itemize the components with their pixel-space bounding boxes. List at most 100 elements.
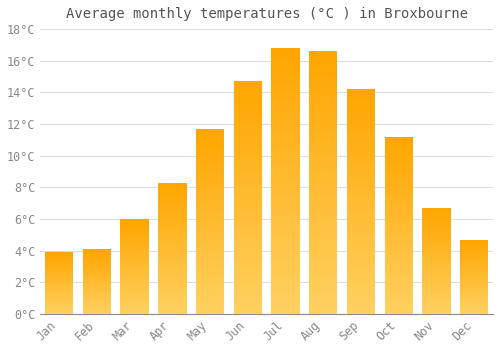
Bar: [158, 303, 186, 306]
Bar: [120, 312, 149, 314]
Bar: [272, 69, 299, 75]
Bar: [422, 297, 450, 299]
Bar: [120, 266, 149, 268]
Bar: [309, 272, 338, 277]
Bar: [83, 284, 111, 285]
Bar: [196, 244, 224, 247]
Bar: [234, 179, 262, 184]
Bar: [460, 305, 488, 307]
Bar: [196, 310, 224, 314]
Bar: [45, 255, 74, 256]
Bar: [347, 166, 375, 170]
Bar: [460, 247, 488, 248]
Bar: [460, 281, 488, 283]
Bar: [234, 249, 262, 253]
Bar: [234, 114, 262, 119]
Bar: [83, 254, 111, 256]
Bar: [120, 284, 149, 285]
Bar: [120, 280, 149, 282]
Bar: [120, 229, 149, 230]
Bar: [347, 139, 375, 143]
Bar: [45, 293, 74, 294]
Bar: [347, 134, 375, 139]
Bar: [45, 292, 74, 293]
Bar: [460, 265, 488, 266]
Bar: [347, 202, 375, 206]
Bar: [460, 299, 488, 301]
Bar: [45, 266, 74, 267]
Bar: [384, 172, 413, 176]
Bar: [120, 268, 149, 270]
Bar: [196, 188, 224, 192]
Bar: [158, 301, 186, 303]
Bar: [158, 274, 186, 277]
Bar: [158, 206, 186, 209]
Bar: [120, 287, 149, 289]
Bar: [196, 303, 224, 307]
Bar: [120, 244, 149, 246]
Bar: [196, 181, 224, 184]
Bar: [196, 162, 224, 166]
Bar: [460, 283, 488, 284]
Bar: [158, 311, 186, 314]
Bar: [422, 238, 450, 240]
Bar: [234, 91, 262, 95]
Bar: [460, 287, 488, 289]
Bar: [384, 218, 413, 222]
Bar: [422, 293, 450, 295]
Bar: [384, 282, 413, 286]
Bar: [158, 282, 186, 285]
Bar: [83, 257, 111, 258]
Bar: [384, 229, 413, 232]
Bar: [196, 262, 224, 266]
Bar: [460, 248, 488, 250]
Bar: [384, 197, 413, 201]
Bar: [83, 281, 111, 283]
Bar: [45, 295, 74, 296]
Bar: [347, 246, 375, 251]
Bar: [460, 302, 488, 303]
Bar: [309, 267, 338, 272]
Bar: [45, 273, 74, 274]
Bar: [196, 210, 224, 214]
Bar: [309, 214, 338, 219]
Bar: [347, 215, 375, 219]
Bar: [309, 140, 338, 146]
Bar: [422, 267, 450, 270]
Bar: [120, 236, 149, 238]
Bar: [460, 274, 488, 275]
Bar: [347, 89, 375, 94]
Bar: [196, 232, 224, 236]
Bar: [460, 268, 488, 269]
Bar: [45, 294, 74, 295]
Bar: [83, 297, 111, 298]
Bar: [158, 253, 186, 256]
Bar: [347, 211, 375, 215]
Bar: [120, 282, 149, 284]
Bar: [422, 263, 450, 265]
Bar: [120, 226, 149, 229]
Bar: [196, 251, 224, 255]
Bar: [422, 227, 450, 229]
Bar: [309, 114, 338, 119]
Bar: [158, 285, 186, 288]
Bar: [158, 243, 186, 246]
Bar: [347, 273, 375, 278]
Bar: [384, 264, 413, 268]
Bar: [272, 144, 299, 149]
Bar: [384, 232, 413, 236]
Bar: [422, 223, 450, 225]
Bar: [309, 167, 338, 172]
Bar: [460, 307, 488, 308]
Bar: [196, 299, 224, 303]
Bar: [460, 293, 488, 295]
Bar: [422, 244, 450, 246]
Bar: [347, 282, 375, 287]
Bar: [83, 272, 111, 274]
Bar: [309, 135, 338, 140]
Bar: [347, 260, 375, 265]
Bar: [347, 309, 375, 314]
Bar: [158, 248, 186, 251]
Bar: [234, 109, 262, 114]
Bar: [196, 206, 224, 210]
